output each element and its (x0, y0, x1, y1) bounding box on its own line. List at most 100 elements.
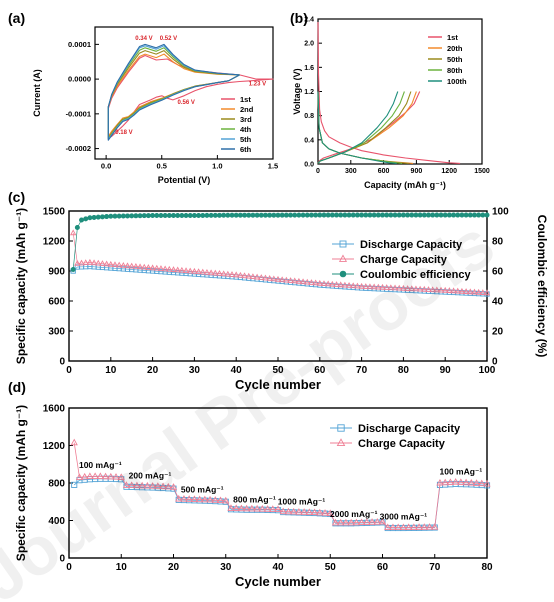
marker-Charge-Capacity (446, 287, 453, 293)
marker-Charge-Capacity (431, 523, 439, 530)
marker-Charge-Capacity (433, 286, 441, 293)
annotation-0.34V: 0.34 V (135, 36, 152, 42)
rate-label: 2000 mAg⁻¹ (330, 509, 378, 519)
y-tick-label: 900 (48, 267, 65, 278)
marker-Charge-Capacity (190, 495, 199, 502)
x-tick-label: 1.5 (268, 162, 278, 171)
marker-Charge-Capacity (258, 274, 265, 280)
x-tick-label: 20 (168, 562, 180, 573)
marker-Charge-Capacity (128, 262, 135, 269)
x-tick-label: 10 (116, 562, 128, 573)
marker-Charge-Capacity (161, 265, 169, 272)
marker-Charge-Capacity (425, 286, 432, 292)
marker-Coulombic-efficiency (225, 212, 231, 218)
marker-Charge-Capacity (462, 478, 470, 486)
marker-Coulombic-efficiency (455, 212, 461, 218)
legend-label-Charge-Capacity: Charge Capacity (360, 254, 448, 266)
marker-Coulombic-efficiency (413, 212, 419, 218)
x-tick-label: 1.0 (212, 162, 222, 171)
marker-Coulombic-efficiency (204, 212, 210, 218)
legend-label-50th: 50th (447, 55, 463, 64)
y-axis-label: Current (A) (32, 69, 42, 117)
marker-Coulombic-efficiency (334, 212, 340, 218)
y-tick-label: -0.0002 (66, 144, 91, 153)
marker-Coulombic-efficiency (363, 212, 369, 218)
marker-Charge-Capacity (263, 505, 272, 512)
x-tick-label: 600 (378, 168, 390, 175)
marker-Coulombic-efficiency (250, 212, 256, 218)
marker-Charge-Capacity (143, 481, 151, 489)
marker-Charge-Capacity (228, 271, 236, 277)
marker-Coulombic-efficiency (296, 212, 302, 218)
marker-Charge-Capacity (300, 508, 308, 515)
marker-Charge-Capacity (174, 266, 181, 273)
marker-Coulombic-efficiency (133, 213, 139, 219)
marker-Charge-Capacity (132, 263, 140, 269)
marker-Coulombic-efficiency (216, 212, 222, 218)
marker-Charge-Capacity (166, 265, 173, 272)
y-tick-label: 1500 (43, 207, 66, 218)
marker-Charge-Capacity (368, 518, 376, 525)
marker-Coulombic-efficiency (476, 212, 482, 218)
marker-Coulombic-efficiency (451, 212, 457, 218)
marker-Charge-Capacity (471, 288, 478, 295)
x-tick-label: 100 (479, 365, 496, 376)
panel-d: 0 10 20 30 40 50 60 70 80040080012001600(d)Cycle… (8, 379, 493, 589)
marker-Coulombic-efficiency (346, 212, 352, 218)
legend-label-2nd: 2nd (240, 105, 254, 114)
marker-Coulombic-efficiency (129, 213, 135, 219)
y2-tick-label: 20 (492, 327, 504, 338)
marker-Coulombic-efficiency (79, 217, 85, 223)
marker-Coulombic-efficiency (300, 212, 306, 218)
marker-Charge-Capacity (253, 504, 261, 512)
marker-Charge-Capacity (145, 264, 152, 270)
rate-label: 100 mAg⁻¹ (440, 467, 483, 477)
marker-Charge-Capacity (329, 280, 336, 287)
marker-Charge-Capacity (458, 287, 466, 294)
marker-Charge-Capacity (446, 478, 455, 485)
marker-Charge-Capacity (237, 271, 244, 278)
marker-Charge-Capacity (187, 267, 194, 274)
marker-Charge-Capacity (387, 284, 395, 291)
marker-Charge-Capacity (199, 268, 206, 275)
x-tick-label: 1200 (441, 168, 457, 175)
marker-Coulombic-efficiency (145, 213, 151, 219)
marker-Charge-Capacity (310, 508, 319, 516)
marker-Charge-Capacity (270, 275, 278, 282)
marker-Charge-Capacity (75, 473, 84, 480)
marker-Charge-Capacity (457, 478, 465, 485)
marker-Coulombic-efficiency (171, 213, 177, 219)
marker-Charge-Capacity (274, 505, 282, 512)
marker-Charge-Capacity (224, 270, 232, 277)
x-tick-label: 300 (345, 168, 357, 175)
legend-marker-Charge-Capacity (336, 438, 346, 447)
marker-Charge-Capacity (478, 479, 486, 487)
marker-Coulombic-efficiency (87, 215, 93, 221)
marker-Charge-Capacity (241, 272, 248, 279)
marker-Coulombic-efficiency (70, 266, 76, 272)
marker-Charge-Capacity (462, 288, 470, 294)
marker-Charge-Capacity (331, 518, 340, 526)
marker-Charge-Capacity (279, 507, 287, 515)
marker-Charge-Capacity (399, 523, 408, 531)
marker-Charge-Capacity (232, 504, 240, 511)
marker-Charge-Capacity (389, 523, 397, 531)
charge-line-100th (317, 91, 399, 164)
annotation-0.56V: 0.56 V (178, 100, 195, 106)
marker-Charge-Capacity (452, 478, 460, 485)
marker-Charge-Capacity (212, 269, 219, 276)
marker-Coulombic-efficiency (438, 212, 444, 218)
marker-Charge-Capacity (475, 288, 482, 295)
legend-marker-Charge-Capacity (338, 254, 348, 262)
marker-Charge-Capacity (352, 518, 360, 526)
x-tick-label: 10 (105, 365, 117, 376)
y-tick-label: 300 (48, 327, 65, 338)
marker-Charge-Capacity (207, 269, 215, 276)
marker-Coulombic-efficiency (242, 212, 248, 218)
marker-Coulombic-efficiency (150, 213, 156, 219)
panel-a: 0.0 0.5 1.0 1.5 0.0001 0.0000 -0.0001 -0.0002 (a… (8, 10, 278, 185)
marker-Charge-Capacity (253, 273, 261, 280)
marker-Charge-Capacity (412, 285, 420, 292)
x-tick-label: 20 (147, 365, 159, 376)
marker-Charge-Capacity (312, 279, 319, 286)
